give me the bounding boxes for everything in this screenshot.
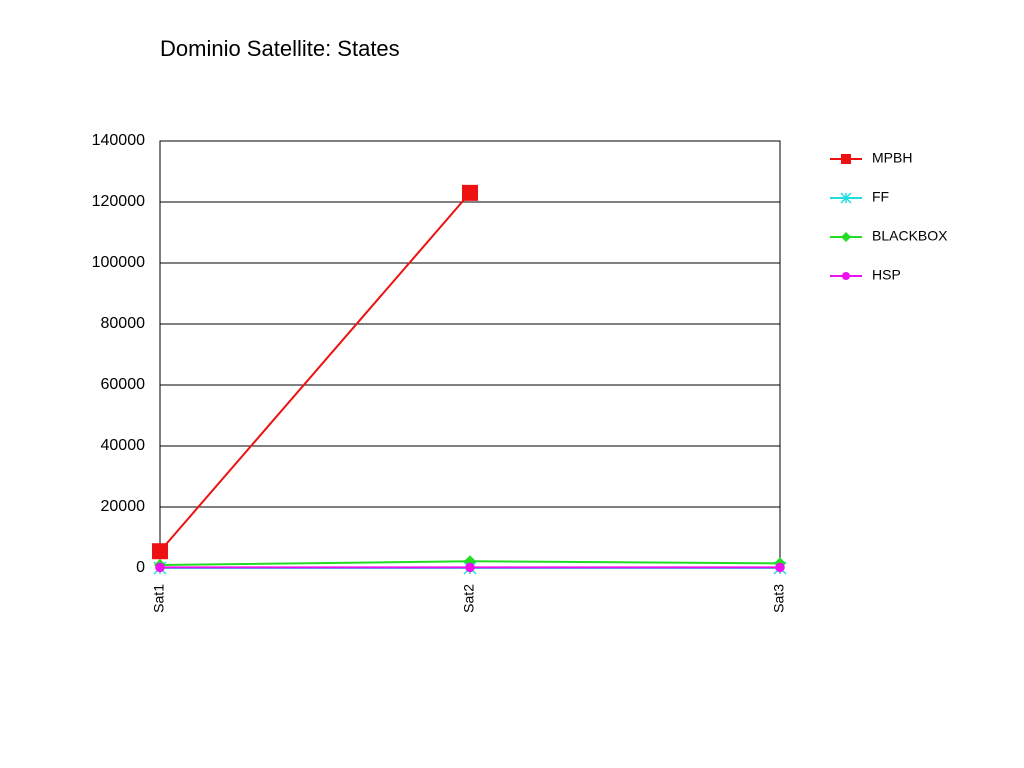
y-tick-label: 40000 (101, 437, 146, 454)
y-tick-label: 140000 (92, 132, 145, 149)
x-tick-label: Sat1 (151, 584, 167, 613)
marker (462, 184, 478, 201)
y-tick-label: 20000 (101, 498, 146, 515)
chart-title: Dominio Satellite: States (160, 36, 400, 61)
legend-label: BLACKBOX (872, 228, 948, 244)
y-tick-label: 0 (136, 559, 145, 576)
y-tick-label: 120000 (92, 193, 145, 210)
series-line (159, 192, 471, 552)
marker (841, 154, 851, 164)
legend-label: FF (872, 189, 889, 205)
y-tick-label: 80000 (101, 315, 146, 332)
plot-frame (159, 140, 781, 569)
y-tick-label: 60000 (101, 376, 146, 393)
x-tick-label: Sat2 (461, 584, 477, 613)
legend-label: HSP (872, 267, 901, 283)
y-tick-label: 100000 (92, 254, 145, 271)
marker (842, 272, 850, 280)
legend-label: MPBH (872, 150, 912, 166)
marker (775, 562, 785, 573)
marker (152, 543, 168, 560)
marker (841, 232, 851, 242)
marker (465, 562, 475, 573)
marker (155, 562, 165, 573)
x-tick-label: Sat3 (771, 584, 787, 613)
marker (840, 192, 852, 204)
